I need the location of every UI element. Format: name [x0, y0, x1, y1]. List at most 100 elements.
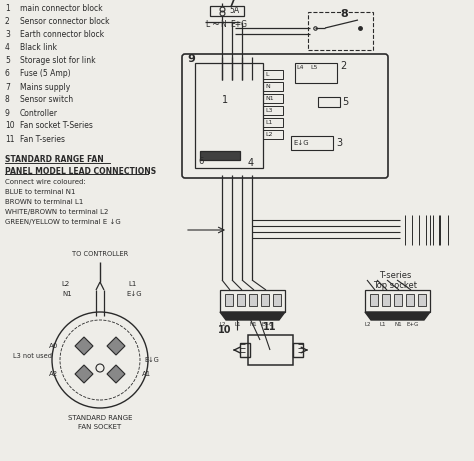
Bar: [195, 63, 263, 168]
Text: Mains supply: Mains supply: [20, 83, 70, 91]
Text: 5: 5: [342, 97, 348, 107]
Bar: [263, 130, 283, 139]
Text: E+G: E+G: [262, 321, 274, 326]
Text: 7: 7: [5, 83, 10, 91]
Text: A0: A0: [49, 343, 58, 349]
Text: 4: 4: [248, 158, 254, 168]
Text: L3 not used: L3 not used: [13, 353, 52, 359]
Text: 9: 9: [5, 108, 10, 118]
Bar: [240, 343, 250, 357]
Text: main connector block: main connector block: [20, 5, 103, 13]
Text: Controller: Controller: [20, 108, 58, 118]
Text: 8: 8: [5, 95, 10, 105]
Text: PANEL MODEL LEAD CONNECTIONS: PANEL MODEL LEAD CONNECTIONS: [5, 166, 156, 176]
Bar: [261, 294, 269, 306]
Bar: [263, 118, 283, 127]
Text: L1: L1: [265, 120, 273, 125]
Polygon shape: [75, 365, 93, 383]
Bar: [370, 294, 378, 306]
Text: STANDARD RANGE: STANDARD RANGE: [68, 415, 132, 421]
Text: L2: L2: [62, 281, 70, 287]
Text: Earth connector block: Earth connector block: [20, 30, 104, 40]
Text: L1: L1: [128, 281, 137, 287]
Text: 7: 7: [228, 0, 235, 8]
Bar: [263, 94, 283, 103]
Polygon shape: [107, 337, 125, 355]
Text: N1: N1: [265, 96, 273, 101]
Bar: [237, 294, 245, 306]
Text: ~: ~: [212, 20, 220, 30]
Bar: [225, 294, 233, 306]
Text: WHITE/BROWN to terminal L2: WHITE/BROWN to terminal L2: [5, 209, 109, 215]
Bar: [394, 294, 402, 306]
Polygon shape: [365, 312, 430, 320]
Text: 1: 1: [5, 5, 10, 13]
Text: L: L: [205, 20, 209, 30]
Text: 11: 11: [5, 135, 15, 143]
Text: 9: 9: [187, 54, 195, 64]
Text: 2: 2: [340, 61, 346, 71]
Text: FAN SOCKET: FAN SOCKET: [78, 424, 122, 430]
Bar: [308, 12, 373, 50]
Bar: [200, 151, 240, 160]
Bar: [210, 6, 244, 16]
Bar: [220, 290, 285, 312]
Text: Sensor connector block: Sensor connector block: [20, 18, 109, 26]
Text: Fuse (5 Amp): Fuse (5 Amp): [20, 70, 71, 78]
Text: T-series: T-series: [379, 272, 411, 280]
Text: Top socket: Top socket: [373, 280, 417, 290]
Polygon shape: [220, 312, 285, 320]
Text: Storage slot for link: Storage slot for link: [20, 57, 96, 65]
Text: GREEN/YELLOW to terminal E ↓G: GREEN/YELLOW to terminal E ↓G: [5, 219, 121, 225]
Text: A2: A2: [49, 371, 58, 377]
Bar: [248, 335, 293, 365]
Text: 4: 4: [5, 43, 10, 53]
Bar: [263, 70, 283, 79]
Polygon shape: [75, 337, 93, 355]
Bar: [365, 290, 430, 312]
Bar: [291, 136, 333, 150]
Text: N1: N1: [62, 291, 72, 297]
Text: 10: 10: [218, 325, 231, 335]
Text: 5: 5: [5, 57, 10, 65]
Bar: [263, 82, 283, 91]
Text: E+G: E+G: [407, 321, 419, 326]
Text: L3: L3: [265, 108, 273, 113]
Text: 3: 3: [5, 30, 10, 40]
Text: 5A: 5A: [229, 6, 239, 16]
Bar: [293, 343, 303, 357]
Text: Sensor switch: Sensor switch: [20, 95, 73, 105]
Text: N: N: [265, 84, 270, 89]
Text: N1: N1: [394, 321, 402, 326]
Bar: [273, 294, 281, 306]
Text: 6: 6: [198, 158, 203, 166]
Text: L2: L2: [220, 321, 226, 326]
Text: E↓G: E↓G: [126, 291, 142, 297]
Text: E↓G: E↓G: [144, 357, 159, 363]
Bar: [406, 294, 414, 306]
Text: Connect wire coloured:: Connect wire coloured:: [5, 179, 86, 185]
Text: L: L: [265, 72, 268, 77]
Text: 10: 10: [5, 122, 15, 130]
Text: A1: A1: [142, 371, 151, 377]
Bar: [318, 97, 340, 107]
Text: STANDARD RANGE FAN: STANDARD RANGE FAN: [5, 155, 104, 165]
Bar: [295, 63, 337, 83]
Bar: [382, 294, 390, 306]
Text: L4: L4: [296, 65, 303, 71]
Text: 11: 11: [263, 322, 276, 332]
Polygon shape: [107, 365, 125, 383]
Text: L2: L2: [365, 321, 371, 326]
Bar: [263, 106, 283, 115]
Text: L1: L1: [380, 321, 386, 326]
Text: 2: 2: [5, 18, 10, 26]
Text: 3: 3: [336, 138, 342, 148]
Text: TO CONTROLLER: TO CONTROLLER: [72, 251, 128, 257]
Text: 8: 8: [340, 9, 348, 19]
Text: N1: N1: [249, 321, 257, 326]
Text: L5: L5: [310, 65, 318, 71]
Text: 6: 6: [5, 70, 10, 78]
Text: 1: 1: [222, 95, 228, 105]
Text: L2: L2: [265, 132, 273, 137]
Text: BROWN to terminal L1: BROWN to terminal L1: [5, 199, 83, 205]
